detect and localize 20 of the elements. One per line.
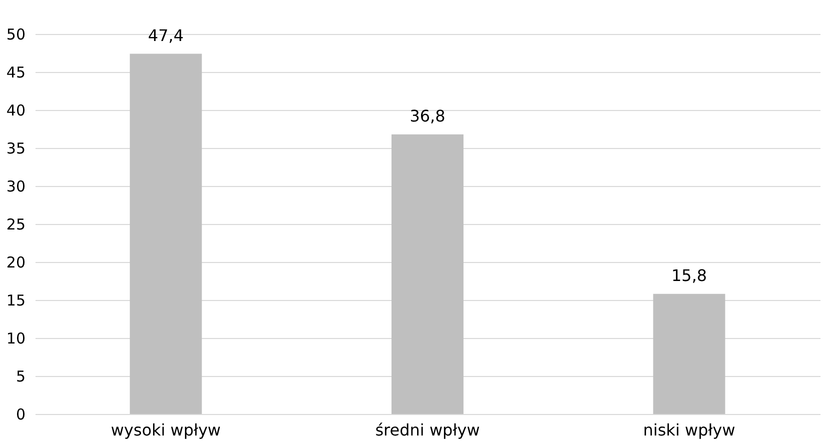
y-tick-label: 40 xyxy=(6,102,26,120)
bar xyxy=(653,294,726,414)
bar xyxy=(392,134,464,414)
y-tick-label: 25 xyxy=(6,216,26,234)
data-label: 36,8 xyxy=(410,106,446,126)
y-tick-label: 15 xyxy=(6,292,26,310)
y-tick-label: 50 xyxy=(6,26,26,44)
x-tick-label: średni wpływ xyxy=(375,420,480,440)
data-label: 15,8 xyxy=(671,266,707,285)
x-tick-label: niski wpływ xyxy=(643,420,736,440)
y-tick-label: 35 xyxy=(6,140,26,158)
y-tick-label: 5 xyxy=(16,368,26,386)
y-tick-label: 45 xyxy=(6,64,26,82)
y-tick-label: 20 xyxy=(6,254,26,272)
bar xyxy=(130,54,202,414)
y-tick-label: 10 xyxy=(6,330,26,348)
y-tick-label: 30 xyxy=(6,178,26,196)
data-label: 47,4 xyxy=(148,26,184,45)
y-tick-label: 0 xyxy=(16,406,26,424)
x-tick-label: wysoki wpływ xyxy=(110,420,221,440)
